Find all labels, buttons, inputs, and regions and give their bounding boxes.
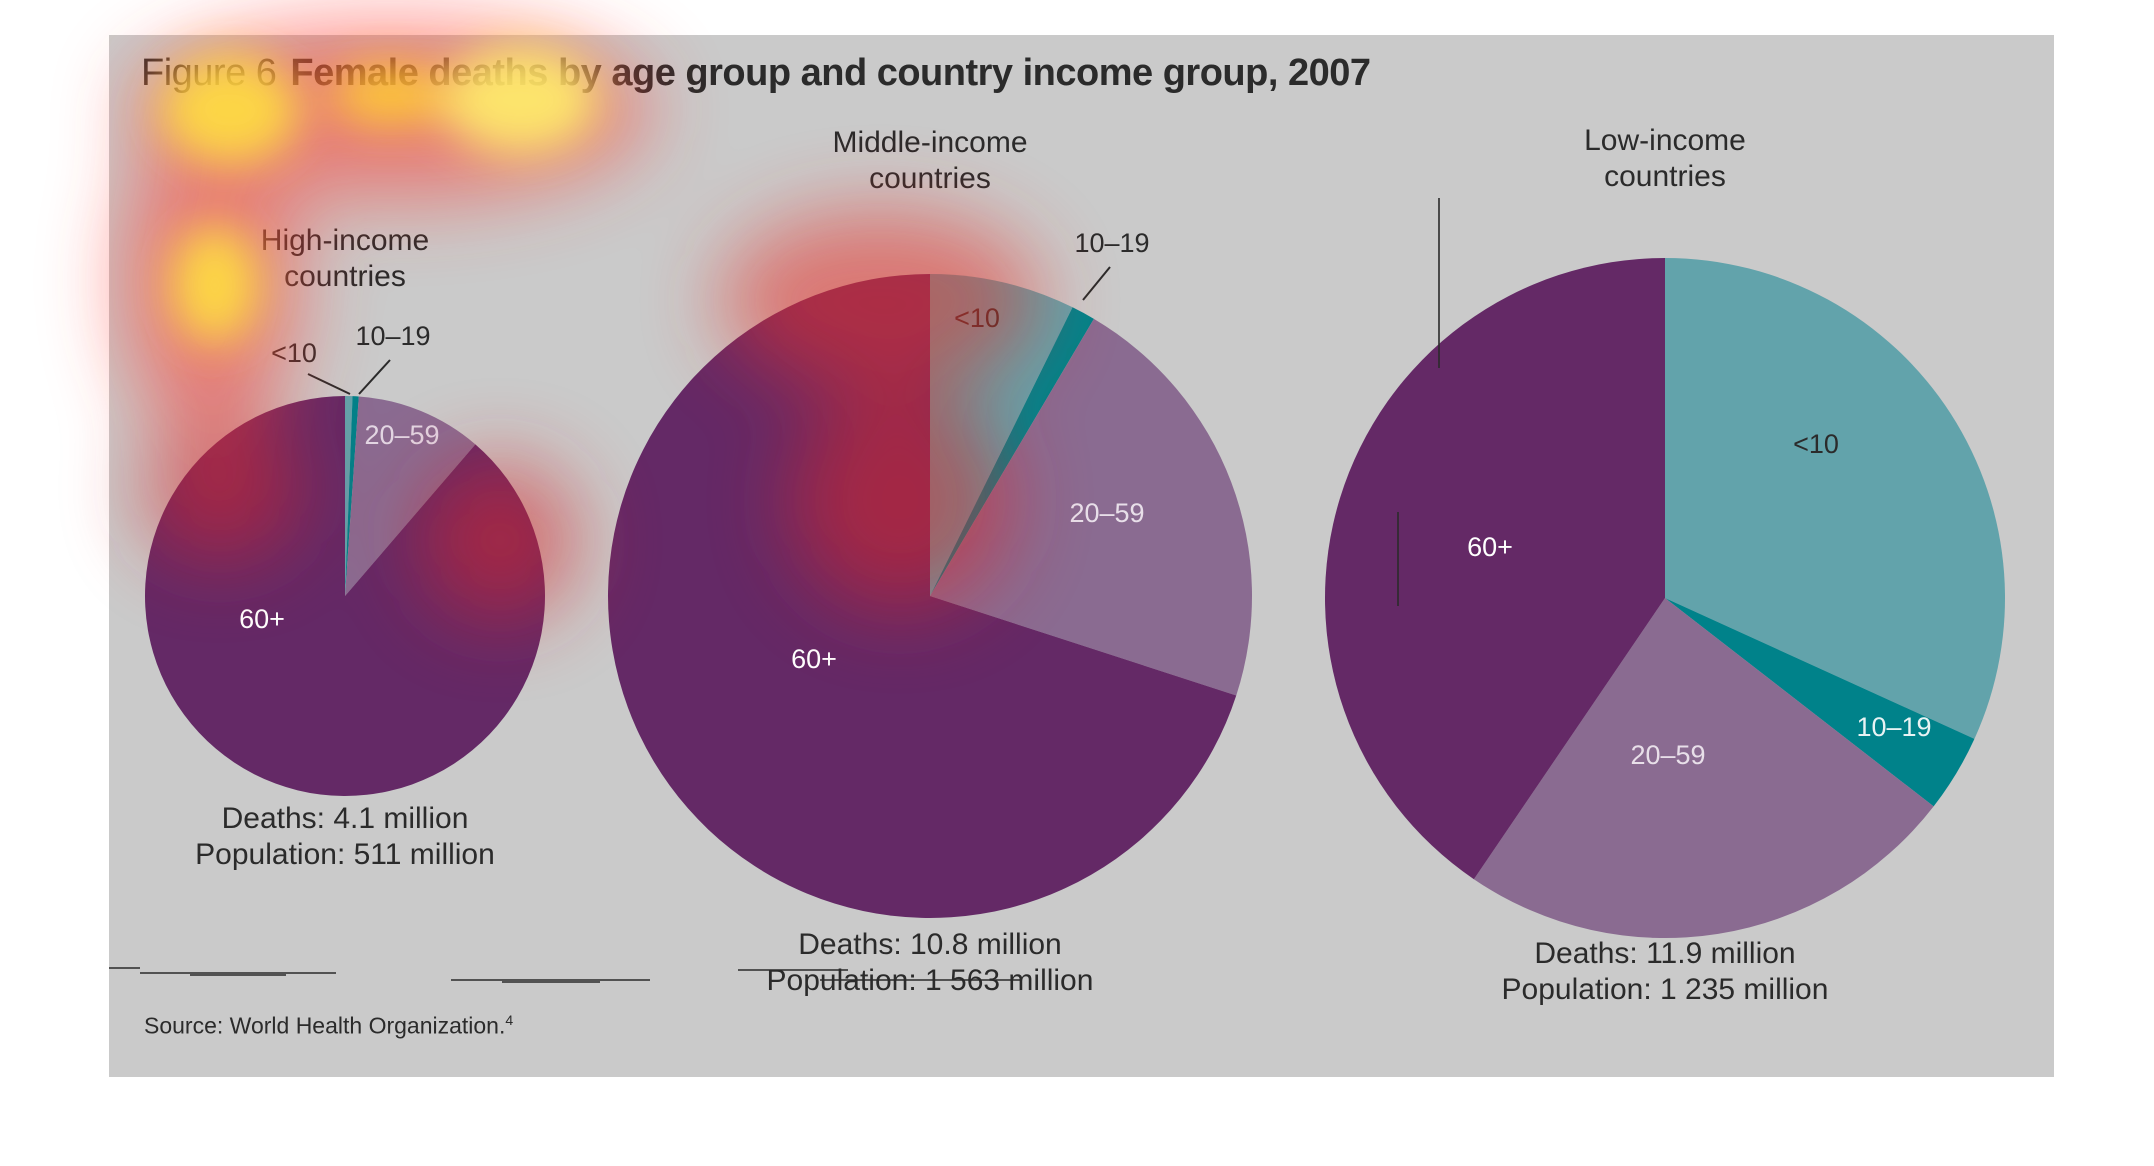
low-income-slice-label-10-19: 10–19 [1856, 712, 1931, 742]
middle-income-slice-label-20-59: 20–59 [1069, 498, 1144, 528]
high-income-slice-label-10-19: 10–19 [355, 321, 430, 351]
high-income-population: Population: 511 million [195, 838, 495, 871]
source-text: Source: World Health Organization. [144, 1012, 506, 1039]
high-income-leader-10-19 [358, 359, 391, 395]
low-income-slice-label-60plus: 60+ [1467, 532, 1513, 562]
high-income-slice-10-19 [345, 396, 359, 596]
middle-income-slice-label-lt10: <10 [954, 303, 1000, 333]
middle-income-slice-20-59 [930, 318, 1252, 696]
high-income-slice-label-lt10: <10 [271, 338, 317, 368]
middle-income-group-label: countries [869, 162, 991, 195]
source-note: Source: World Health Organization.4 [144, 1012, 513, 1040]
low-income-slice-lt10 [1665, 258, 2006, 739]
middle-income-deaths: Deaths: 10.8 million [798, 928, 1061, 961]
low-income-group-label: Low-income [1584, 124, 1746, 157]
high-income-slice-20-59 [345, 396, 476, 596]
low-income-slice-20-59 [1473, 598, 1934, 939]
middle-income-slice-label-60plus: 60+ [791, 644, 837, 674]
source-reference: 4 [505, 1012, 514, 1028]
low-income-slice-10-19 [1665, 598, 1975, 807]
low-income-population: Population: 1 235 million [1502, 973, 1829, 1006]
high-income-slice-label-20-59: 20–59 [364, 420, 439, 450]
high-income-group-label: countries [284, 260, 406, 293]
middle-income-leader-10-19 [1082, 266, 1111, 301]
low-income-deaths: Deaths: 11.9 million [1534, 937, 1795, 970]
high-income-deaths: Deaths: 4.1 million [222, 802, 469, 835]
middle-income-group-label: Middle-income [832, 126, 1027, 159]
high-income-slice-label-60plus: 60+ [239, 604, 285, 634]
low-income-slice-label-20-59: 20–59 [1630, 740, 1705, 770]
high-income-group-label: High-income [261, 224, 429, 257]
high-income-slice-lt10 [345, 395, 353, 596]
low-income-slice-label-lt10: <10 [1793, 429, 1839, 459]
low-income-slice-60plus [1324, 257, 1665, 880]
high-income-leader-lt10 [307, 373, 351, 395]
low-income-group-label: countries [1604, 160, 1726, 193]
middle-income-slice-label-10-19: 10–19 [1074, 228, 1149, 258]
